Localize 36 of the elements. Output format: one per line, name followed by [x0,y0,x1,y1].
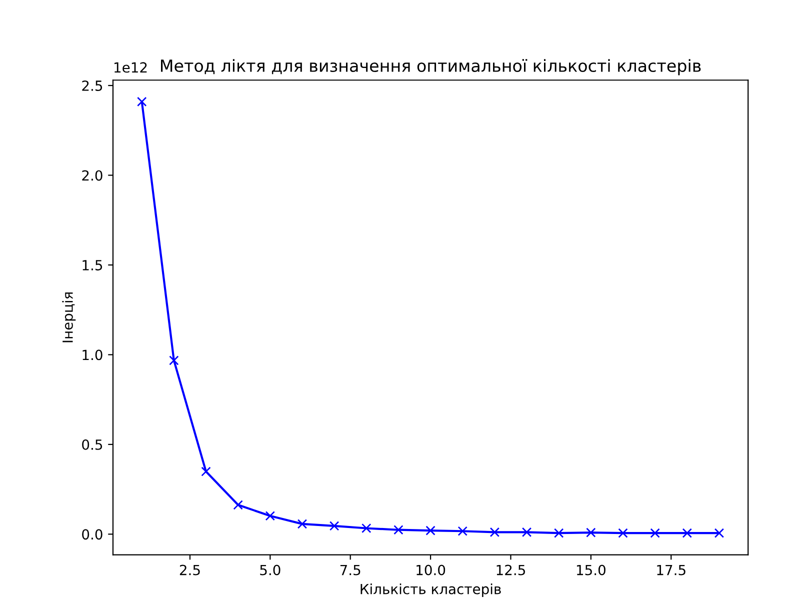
point [554,528,564,538]
y-tick-label: 2.0 [82,170,102,181]
point [233,500,243,510]
y-tick-label: 1.0 [82,350,102,360]
x-tick-label: 10.0 [416,564,446,576]
point [522,527,532,538]
point [329,521,340,531]
point [650,528,660,538]
point [490,527,500,538]
point [169,356,179,366]
y-tick-label: 0.0 [82,529,102,540]
point [297,519,308,529]
text: 1e12 [114,62,147,73]
point [136,96,147,107]
chart-title: Метод ліктя для визначення оптимальної кількості кластерів [161,59,701,76]
x-tick-label: 12.5 [496,564,525,576]
point [426,526,436,536]
x-tick-label: 5.0 [260,564,280,576]
y-axis-title: Інерція [62,292,76,342]
point [618,528,628,538]
y-tick-label: 1.5 [82,260,102,270]
point [394,524,404,535]
point [714,528,724,538]
x-tick-label: 17.5 [657,564,686,576]
point [458,526,468,536]
point [265,510,276,521]
x-axis-title: Кількість кластерів [360,584,501,597]
y-tick-label: 2.5 [82,80,102,91]
point [586,528,596,538]
point [201,466,211,476]
x-tick-label: 2.5 [180,564,200,576]
x-tick-label: 7.5 [340,564,360,576]
point [362,523,372,534]
x-tick-label: 15.0 [576,564,606,576]
point [682,528,692,538]
y-tick-label: 0.5 [82,439,102,450]
